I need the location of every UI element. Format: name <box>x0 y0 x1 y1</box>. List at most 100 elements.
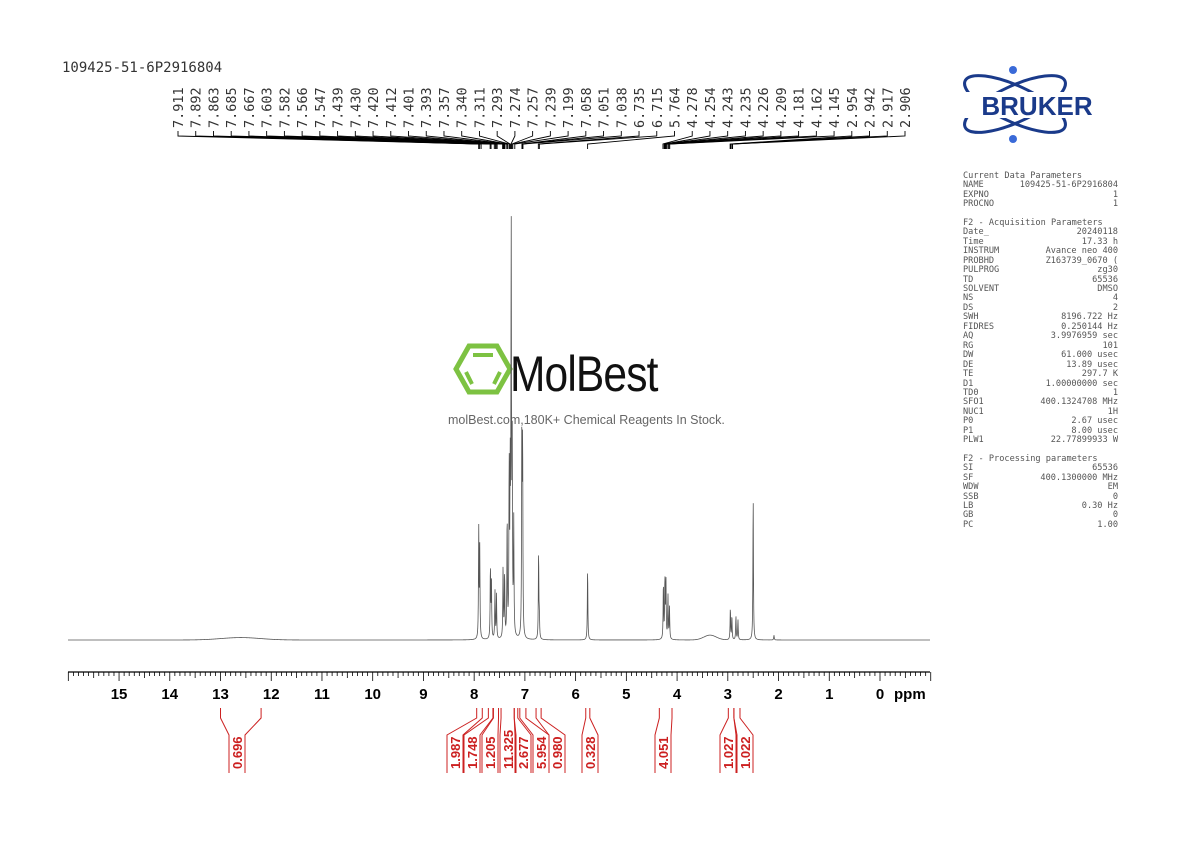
peak-label: 4.226 <box>756 87 772 128</box>
hexagon-logo-icon <box>453 343 513 395</box>
param-value: zg30 <box>1097 265 1118 276</box>
integral-bracket-right <box>670 708 673 773</box>
integral-value: 0.328 <box>583 736 598 769</box>
peak-label: 4.235 <box>738 87 754 128</box>
param-row: GB 0 <box>963 510 1118 521</box>
peak-label: 7.430 <box>348 87 364 128</box>
param-value: EM <box>1107 482 1118 493</box>
param-key: SSB <box>963 491 979 502</box>
peak-label: 4.145 <box>827 87 843 128</box>
x-tick-label: 15 <box>111 686 128 703</box>
peak-label: 7.038 <box>614 87 630 128</box>
param-section-heading: F2 - Acquisition Parameters <box>963 217 1103 228</box>
integral-value: 0.980 <box>550 736 565 769</box>
peak-label-connector <box>667 131 800 149</box>
peak-label: 2.942 <box>863 87 879 128</box>
param-key: WDW <box>963 482 979 493</box>
peak-label-connector <box>461 131 509 149</box>
peak-label: 7.311 <box>472 87 488 128</box>
peak-label: 2.954 <box>845 87 861 128</box>
integral-bracket-left <box>535 708 550 773</box>
x-tick-label: 1 <box>825 686 833 703</box>
integral-bracket-left <box>513 708 516 773</box>
param-value: 109425-51-6P2916804 <box>1019 180 1118 191</box>
peak-label-connector <box>512 131 551 149</box>
integral-value: 2.677 <box>516 736 531 769</box>
integral-bracket-left <box>581 708 587 773</box>
integral-bracket-right <box>244 708 262 773</box>
param-key: SWH <box>963 312 979 323</box>
param-key: P0 <box>963 416 974 427</box>
peak-label: 4.254 <box>703 87 719 128</box>
param-row: NUC1 1H <box>963 407 1118 417</box>
integral-value: 5.954 <box>534 736 549 769</box>
peak-label: 6.735 <box>632 87 648 128</box>
integral-value: 1.027 <box>721 736 736 769</box>
param-row: SOLVENT DMSO <box>963 284 1118 294</box>
param-row: P1 8.00 usec <box>963 426 1118 436</box>
param-row: SWH 8196.722 Hz <box>963 312 1118 323</box>
x-tick-label: 9 <box>419 686 427 703</box>
watermark-tagline: molBest.com,180K+ Chemical Reagents In S… <box>448 413 725 427</box>
integral-bracket-left <box>220 708 230 773</box>
param-row: PROBHD Z163739_0670 ( <box>963 255 1118 266</box>
param-value: 400.1324708 MHz <box>1040 397 1118 408</box>
param-row: DW 61.000 usec <box>963 350 1118 361</box>
integral-bracket-left <box>463 708 489 773</box>
param-value: 1.00000000 sec <box>1045 378 1118 389</box>
param-row: FIDRES 0.250144 Hz <box>963 321 1118 332</box>
peak-label: 7.582 <box>277 87 293 128</box>
param-key: RG <box>963 340 974 351</box>
peak-label: 7.863 <box>206 87 222 128</box>
peak-label-connector <box>496 131 511 149</box>
integral-bracket-left <box>446 708 478 773</box>
param-row: TD 65536 <box>963 274 1118 285</box>
param-value: 0.30 Hz <box>1081 500 1118 511</box>
param-row: NS 4 <box>963 293 1118 303</box>
integral-bracket-right <box>739 708 754 773</box>
spectrum-trace <box>68 216 930 641</box>
param-value: Z163739_0670 ( <box>1045 255 1118 266</box>
param-value: 1 <box>1112 199 1118 210</box>
param-value: 13.89 usec <box>1066 359 1118 370</box>
x-tick-label: 12 <box>263 686 280 703</box>
param-key: NAME <box>963 180 984 191</box>
peak-label: 7.603 <box>260 87 276 128</box>
param-row: AQ 3.9976959 sec <box>963 331 1118 342</box>
param-value: 400.1300000 MHz <box>1040 472 1118 483</box>
integral-value: 1.987 <box>448 736 463 769</box>
param-key: Date_ <box>963 227 989 238</box>
watermark-brand: MolBest <box>510 346 658 402</box>
peak-label: 7.058 <box>579 87 595 128</box>
peak-label: 7.911 <box>171 87 187 128</box>
param-key: TE <box>963 369 974 380</box>
param-key: LB <box>963 500 974 511</box>
integral-bracket-right <box>479 708 494 773</box>
bruker-logo: BRUKER <box>957 66 1117 143</box>
peak-label: 7.393 <box>419 87 435 128</box>
param-key: GB <box>963 510 974 521</box>
integral-value: 0.696 <box>230 736 245 769</box>
param-value: 61.000 usec <box>1061 350 1118 361</box>
param-row: EXPNO 1 <box>963 189 1118 200</box>
x-tick-label: 8 <box>470 686 478 703</box>
param-value: 1 <box>1112 189 1118 200</box>
param-row: Time 17.33 h <box>963 237 1118 247</box>
peak-label-connector <box>664 131 746 149</box>
integral-value: 1.022 <box>738 736 753 769</box>
integral-value: 1.205 <box>483 736 498 769</box>
integral-bracket-right <box>517 708 532 773</box>
peak-label: 7.340 <box>455 87 471 128</box>
param-key: PULPROG <box>963 265 1000 276</box>
peak-label-connector <box>390 131 505 149</box>
sample-title: 109425-51-6P2916804 <box>62 60 223 76</box>
param-value: 20240118 <box>1076 227 1118 238</box>
peak-label: 7.239 <box>543 87 559 128</box>
x-axis-label: ppm <box>894 686 926 703</box>
param-value: 65536 <box>1092 274 1118 285</box>
param-value: 3.9976959 sec <box>1050 331 1118 342</box>
peak-label: 7.566 <box>295 87 311 128</box>
integral-bracket-right <box>540 708 566 773</box>
param-value: 0.250144 Hz <box>1061 321 1118 332</box>
